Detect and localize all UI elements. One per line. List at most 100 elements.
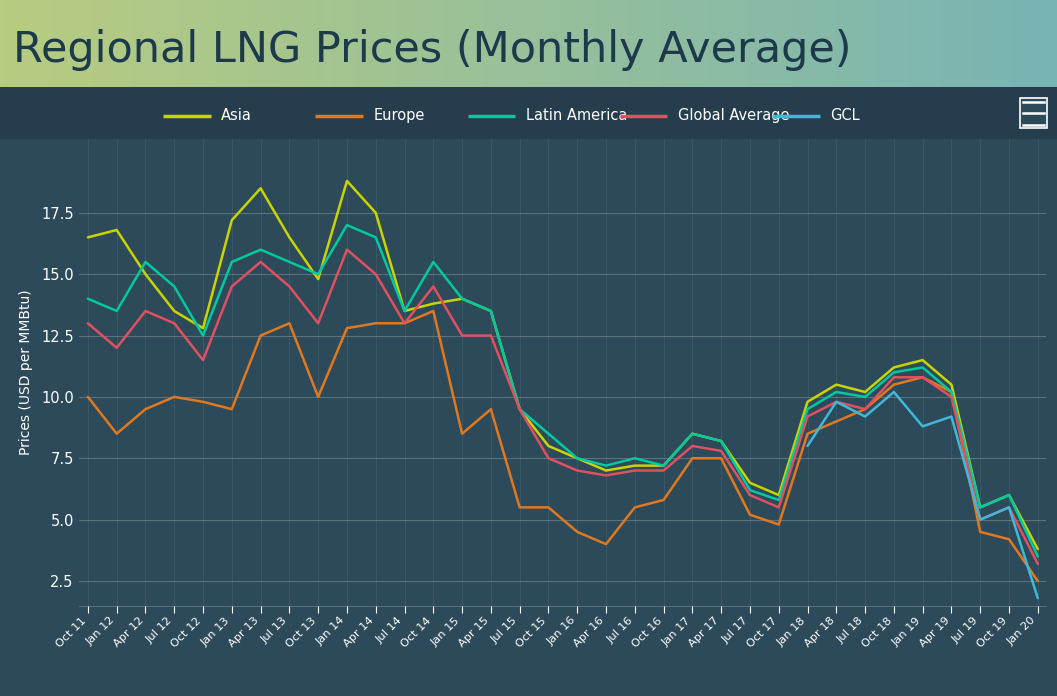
Global Average (599, 471, 612, 480)
Global Average (715, 447, 727, 455)
Latin America (369, 233, 382, 242)
Global Average (801, 412, 814, 420)
Global Average (542, 454, 555, 462)
Global Average (629, 466, 642, 475)
Asia (369, 209, 382, 217)
Europe (916, 373, 929, 381)
Europe (369, 319, 382, 327)
Europe (801, 429, 814, 438)
Global Average (888, 373, 901, 381)
Europe (657, 496, 670, 504)
Latin America (599, 461, 612, 470)
Europe (456, 429, 468, 438)
Latin America (140, 258, 152, 266)
Global Average (945, 393, 958, 401)
Latin America (686, 429, 699, 438)
Europe (197, 397, 209, 406)
Asia (225, 216, 238, 224)
Asia (715, 437, 727, 445)
GCL (888, 388, 901, 396)
Global Average (686, 442, 699, 450)
Latin America (858, 393, 871, 401)
Line: Global Average: Global Average (88, 250, 1038, 564)
Europe (484, 405, 497, 413)
Asia (945, 381, 958, 389)
Asia (571, 454, 583, 462)
Europe (599, 540, 612, 548)
Asia (340, 177, 353, 185)
GCL (801, 442, 814, 450)
Global Average (255, 258, 267, 266)
Global Average (657, 466, 670, 475)
Europe (715, 454, 727, 462)
Asia (427, 299, 440, 308)
Asia (456, 294, 468, 303)
Asia (255, 184, 267, 193)
Line: Asia: Asia (88, 181, 1038, 549)
Latin America (801, 405, 814, 413)
Text: Asia: Asia (221, 108, 253, 123)
Global Average (168, 319, 181, 327)
Line: Latin America: Latin America (88, 225, 1038, 556)
Europe (1032, 577, 1044, 585)
Latin America (744, 486, 757, 494)
Line: Europe: Europe (88, 311, 1038, 581)
Global Average (858, 405, 871, 413)
GCL (973, 516, 986, 524)
Global Average (744, 491, 757, 499)
Europe (744, 511, 757, 519)
Asia (140, 270, 152, 278)
Asia (110, 226, 123, 234)
Latin America (715, 437, 727, 445)
Latin America (484, 307, 497, 315)
Asia (629, 461, 642, 470)
Europe (140, 405, 152, 413)
Europe (110, 429, 123, 438)
Latin America (571, 454, 583, 462)
Europe (312, 393, 324, 401)
Asia (973, 503, 986, 512)
Text: Latin America: Latin America (525, 108, 627, 123)
Asia (916, 356, 929, 364)
Global Average (571, 466, 583, 475)
Global Average (1003, 503, 1016, 512)
Asia (888, 363, 901, 372)
Europe (514, 503, 526, 512)
GCL (830, 397, 842, 406)
Latin America (657, 461, 670, 470)
Asia (1003, 491, 1016, 499)
Europe (945, 388, 958, 396)
Europe (427, 307, 440, 315)
Asia (599, 466, 612, 475)
GCL (1032, 594, 1044, 602)
Global Average (1032, 560, 1044, 568)
Asia (686, 429, 699, 438)
Text: GCL: GCL (830, 108, 859, 123)
Asia (283, 233, 296, 242)
Global Average (514, 405, 526, 413)
Asia (801, 397, 814, 406)
Global Average (369, 270, 382, 278)
Asia (1032, 545, 1044, 553)
Europe (888, 381, 901, 389)
Europe (283, 319, 296, 327)
Global Average (340, 246, 353, 254)
Europe (830, 418, 842, 426)
Latin America (945, 388, 958, 396)
Global Average (398, 319, 411, 327)
Europe (1003, 535, 1016, 544)
Latin America (542, 429, 555, 438)
Asia (197, 324, 209, 333)
Global Average (81, 319, 94, 327)
Europe (81, 393, 94, 401)
Latin America (427, 258, 440, 266)
Latin America (81, 294, 94, 303)
Global Average (283, 283, 296, 291)
Asia (542, 442, 555, 450)
Europe (858, 405, 871, 413)
Text: Global Average: Global Average (678, 108, 790, 123)
Asia (398, 307, 411, 315)
Latin America (888, 368, 901, 377)
Latin America (514, 405, 526, 413)
Global Average (973, 516, 986, 524)
